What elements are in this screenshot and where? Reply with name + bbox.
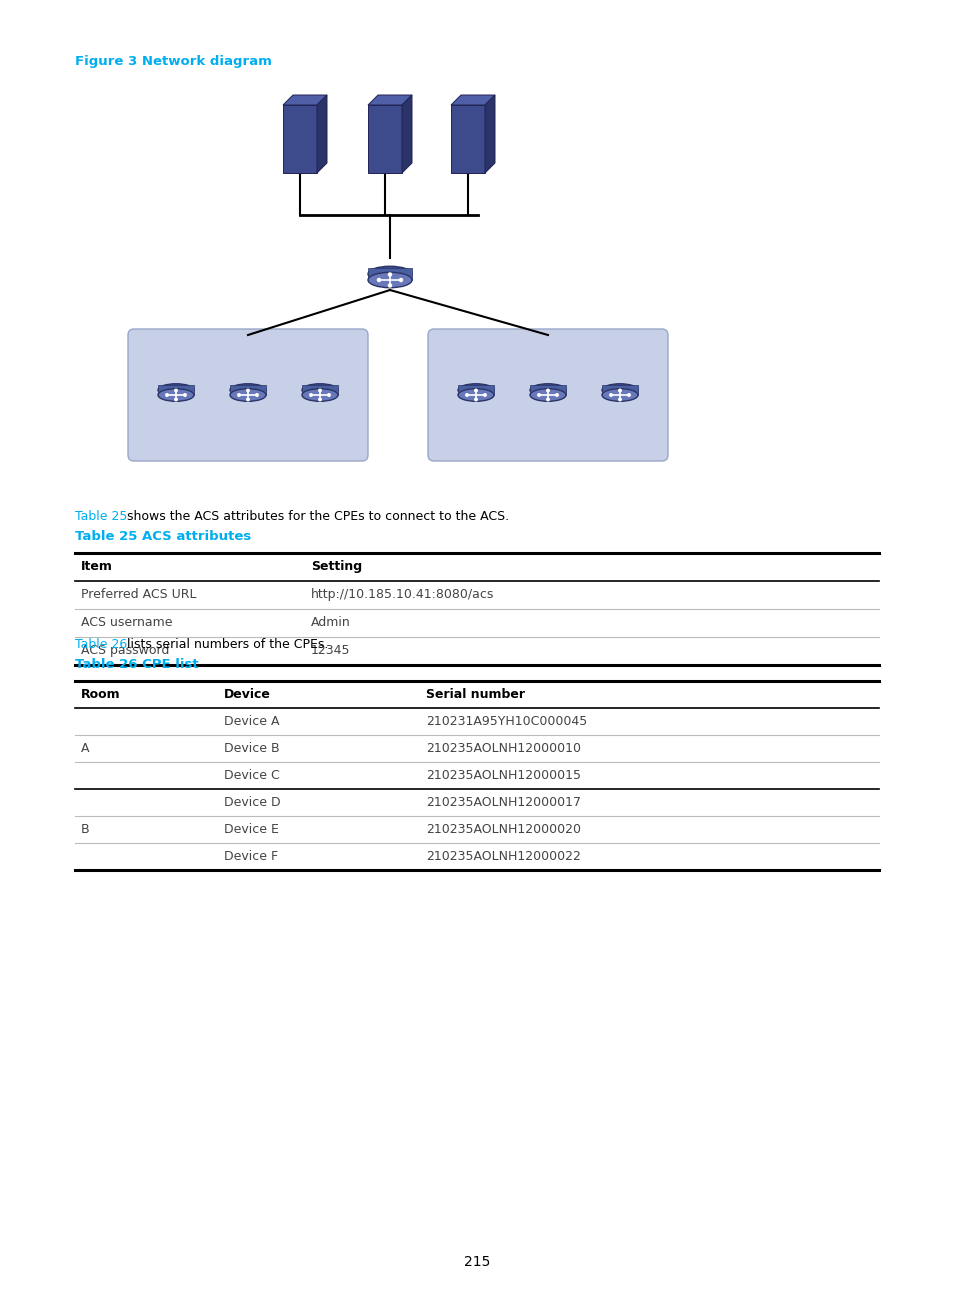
Polygon shape bbox=[158, 385, 193, 395]
Circle shape bbox=[247, 398, 249, 400]
Polygon shape bbox=[484, 95, 495, 172]
Circle shape bbox=[609, 394, 612, 397]
Polygon shape bbox=[368, 105, 401, 172]
Circle shape bbox=[237, 394, 240, 397]
Circle shape bbox=[475, 389, 476, 391]
Ellipse shape bbox=[158, 389, 193, 402]
Circle shape bbox=[483, 394, 486, 397]
Text: 210235AOLNH12000017: 210235AOLNH12000017 bbox=[426, 796, 580, 809]
Circle shape bbox=[318, 398, 321, 400]
Circle shape bbox=[377, 279, 380, 281]
Text: 210235AOLNH12000010: 210235AOLNH12000010 bbox=[426, 743, 580, 756]
Text: 210231A95YH10C000045: 210231A95YH10C000045 bbox=[426, 715, 587, 728]
Polygon shape bbox=[316, 95, 327, 172]
Text: 210235AOLNH12000022: 210235AOLNH12000022 bbox=[426, 850, 580, 863]
Text: ACS username: ACS username bbox=[81, 616, 172, 629]
FancyBboxPatch shape bbox=[428, 329, 667, 461]
Circle shape bbox=[388, 273, 391, 276]
Text: Figure 3 Network diagram: Figure 3 Network diagram bbox=[75, 54, 272, 67]
Ellipse shape bbox=[530, 389, 565, 402]
Polygon shape bbox=[457, 385, 494, 395]
Text: Device A: Device A bbox=[224, 715, 279, 728]
Polygon shape bbox=[368, 268, 412, 280]
Text: Device C: Device C bbox=[224, 769, 279, 781]
Text: Preferred ACS URL: Preferred ACS URL bbox=[81, 588, 196, 601]
FancyBboxPatch shape bbox=[128, 329, 368, 461]
Polygon shape bbox=[530, 385, 565, 395]
Circle shape bbox=[328, 394, 330, 397]
Text: Serial number: Serial number bbox=[426, 688, 524, 701]
Text: Device E: Device E bbox=[224, 823, 278, 836]
Ellipse shape bbox=[457, 384, 494, 397]
Circle shape bbox=[166, 394, 168, 397]
Circle shape bbox=[627, 394, 630, 397]
Text: http://10.185.10.41:8080/acs: http://10.185.10.41:8080/acs bbox=[311, 588, 494, 601]
Text: Table 26: Table 26 bbox=[75, 638, 127, 651]
Circle shape bbox=[556, 394, 558, 397]
Text: ACS password: ACS password bbox=[81, 644, 170, 657]
Text: 215: 215 bbox=[463, 1255, 490, 1269]
Circle shape bbox=[546, 398, 549, 400]
Text: 12345: 12345 bbox=[311, 644, 350, 657]
Ellipse shape bbox=[302, 384, 337, 397]
Ellipse shape bbox=[368, 272, 412, 288]
Circle shape bbox=[399, 279, 402, 281]
Circle shape bbox=[465, 394, 468, 397]
Ellipse shape bbox=[158, 384, 193, 397]
Text: Device F: Device F bbox=[224, 850, 278, 863]
Circle shape bbox=[318, 389, 321, 391]
Text: Table 26 CPE list: Table 26 CPE list bbox=[75, 658, 198, 671]
Circle shape bbox=[475, 398, 476, 400]
Ellipse shape bbox=[230, 384, 266, 397]
Polygon shape bbox=[283, 105, 316, 172]
Circle shape bbox=[174, 389, 177, 391]
Text: Table 25: Table 25 bbox=[75, 511, 128, 524]
Ellipse shape bbox=[230, 389, 266, 402]
Ellipse shape bbox=[601, 389, 638, 402]
Ellipse shape bbox=[302, 389, 337, 402]
Text: 210235AOLNH12000015: 210235AOLNH12000015 bbox=[426, 769, 580, 781]
Text: Setting: Setting bbox=[311, 560, 362, 573]
Text: Admin: Admin bbox=[311, 616, 351, 629]
Circle shape bbox=[537, 394, 539, 397]
Polygon shape bbox=[401, 95, 412, 172]
Polygon shape bbox=[451, 105, 484, 172]
Ellipse shape bbox=[530, 384, 565, 397]
Circle shape bbox=[388, 284, 391, 286]
Polygon shape bbox=[368, 95, 412, 105]
Text: Table 25 ACS attributes: Table 25 ACS attributes bbox=[75, 530, 251, 543]
Circle shape bbox=[174, 398, 177, 400]
Text: Device B: Device B bbox=[224, 743, 279, 756]
Polygon shape bbox=[601, 385, 638, 395]
Text: lists serial numbers of the CPEs.: lists serial numbers of the CPEs. bbox=[123, 638, 328, 651]
Polygon shape bbox=[230, 385, 266, 395]
Circle shape bbox=[310, 394, 312, 397]
Circle shape bbox=[184, 394, 186, 397]
Circle shape bbox=[618, 398, 620, 400]
Text: Device: Device bbox=[224, 688, 271, 701]
Circle shape bbox=[255, 394, 258, 397]
Text: Item: Item bbox=[81, 560, 112, 573]
Polygon shape bbox=[451, 95, 495, 105]
Polygon shape bbox=[302, 385, 337, 395]
Text: shows the ACS attributes for the CPEs to connect to the ACS.: shows the ACS attributes for the CPEs to… bbox=[123, 511, 509, 524]
Circle shape bbox=[546, 389, 549, 391]
Ellipse shape bbox=[368, 266, 412, 281]
Text: Device D: Device D bbox=[224, 796, 280, 809]
Text: A: A bbox=[81, 743, 90, 756]
Polygon shape bbox=[283, 95, 327, 105]
Text: 210235AOLNH12000020: 210235AOLNH12000020 bbox=[426, 823, 580, 836]
Circle shape bbox=[247, 389, 249, 391]
Circle shape bbox=[618, 389, 620, 391]
Text: B: B bbox=[81, 823, 90, 836]
Ellipse shape bbox=[457, 389, 494, 402]
Text: Room: Room bbox=[81, 688, 120, 701]
Ellipse shape bbox=[601, 384, 638, 397]
